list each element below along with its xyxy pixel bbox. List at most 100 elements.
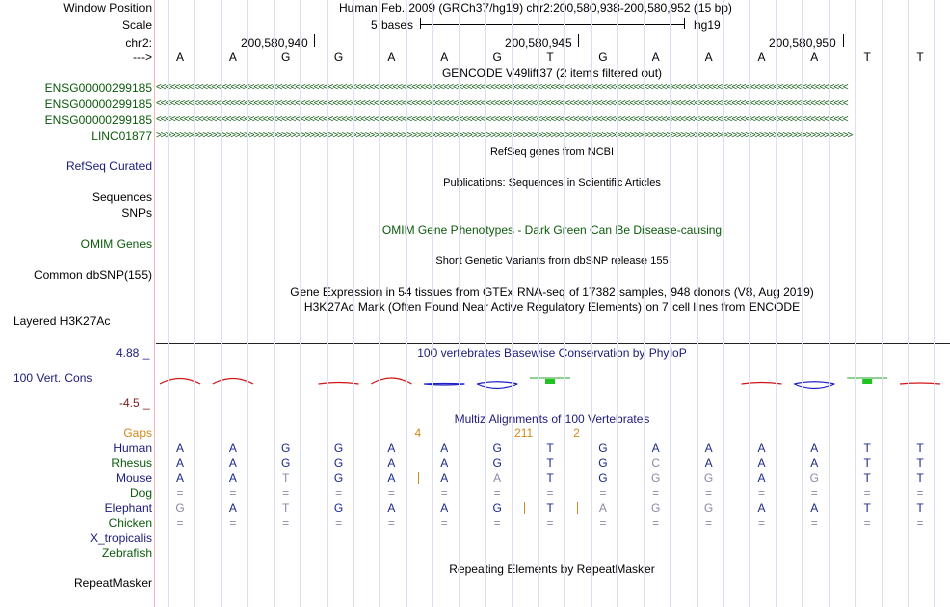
alignment-base: T <box>916 441 924 455</box>
species-label[interactable]: X_tropicalis <box>89 531 152 545</box>
phylop-score-mark <box>212 377 254 385</box>
sequence-base: A <box>651 50 660 64</box>
grid-line <box>591 0 592 607</box>
multiz-title: Multiz Alignments of 100 Vertebrates <box>454 412 650 426</box>
phylop-score-mark <box>741 381 782 385</box>
snps-label[interactable]: SNPs <box>121 206 152 220</box>
phylop-score-mark <box>159 377 201 385</box>
grid-line <box>459 0 460 607</box>
h3k27ac-label[interactable]: Layered H3K27Ac <box>13 314 111 328</box>
grid-line <box>882 0 883 607</box>
alignment-base: G <box>175 501 185 515</box>
scale-bar-end-tick <box>684 18 685 29</box>
publications-title: Publications: Sequences in Scientific Ar… <box>443 177 661 189</box>
gap-count: 4 <box>414 426 422 440</box>
alignment-base: A <box>440 456 449 470</box>
phylop-label[interactable]: 100 Vert. Cons <box>13 371 93 385</box>
phylop-score-mark <box>476 383 518 390</box>
scale-bar <box>420 24 684 25</box>
alignment-base: G <box>333 501 344 515</box>
alignment-base: T <box>282 471 290 485</box>
grid-line <box>274 0 275 607</box>
gene-strand-reverse-arrows[interactable]: <<<<<<<<<<<<<<<<<<<<<<<<<<<<<<<<<<<<<<<<… <box>156 83 849 93</box>
alignment-base: A <box>704 456 713 470</box>
alignment-base: A <box>493 471 502 485</box>
coord-tick <box>843 34 844 47</box>
alignment-base: T <box>546 471 554 485</box>
grid-line <box>697 0 698 607</box>
gene-track-label[interactable]: ENSG00000299185 <box>44 113 152 127</box>
alignment-base: T <box>282 501 290 515</box>
alignment-base: T <box>863 501 871 515</box>
alignment-base: = <box>229 486 237 500</box>
sequence-base: G <box>598 50 608 64</box>
phylop-score-mark <box>794 381 835 385</box>
coord-tick <box>314 34 315 47</box>
phylop-score-mark <box>371 377 412 385</box>
refseq-label[interactable]: RefSeq Curated <box>65 159 152 173</box>
species-label[interactable]: Rhesus <box>111 456 152 470</box>
gene-track-label[interactable]: ENSG00000299185 <box>44 97 152 111</box>
alignment-base: = <box>387 486 395 500</box>
chromosome-label: chr2: <box>125 36 152 50</box>
gap-count: 2 <box>573 426 580 440</box>
grid-line <box>934 0 935 607</box>
species-label[interactable]: Zebrafish <box>101 546 152 560</box>
gene-strand-reverse-arrows[interactable]: <<<<<<<<<<<<<<<<<<<<<<<<<<<<<<<<<<<<<<<<… <box>156 99 849 109</box>
alignment-base: G <box>598 456 608 470</box>
grid-line <box>432 0 433 607</box>
omim-label[interactable]: OMIM Genes <box>80 237 152 251</box>
sequence-base: A <box>757 50 766 64</box>
species-label[interactable]: Elephant <box>104 501 152 515</box>
grid-line <box>300 0 301 607</box>
window-position-value: Human Feb. 2009 (GRCh37/hg19) chr2:200,5… <box>339 1 732 15</box>
alignment-base: T <box>546 441 554 455</box>
gene-strand-reverse-arrows[interactable]: <<<<<<<<<<<<<<<<<<<<<<<<<<<<<<<<<<<<<<<<… <box>156 115 849 125</box>
gtex-title: Gene Expression in 54 tissues from GTEx … <box>290 285 814 299</box>
alignment-base: C <box>651 456 661 470</box>
alignment-base: A <box>440 441 449 455</box>
dbsnp-label[interactable]: Common dbSNP(155) <box>33 268 152 282</box>
sequences-label[interactable]: Sequences <box>91 190 152 204</box>
grid-line <box>802 0 803 607</box>
grid-line <box>327 0 328 607</box>
alignment-base: A <box>810 501 819 515</box>
repeatmasker-label[interactable]: RepeatMasker <box>73 576 152 590</box>
sequence-base: G <box>281 50 291 64</box>
gene-strand-forward-arrows[interactable]: >>>>>>>>>>>>>>>>>>>>>>>>>>>>>>>>>>>>>>>>… <box>156 131 853 141</box>
gene-track-label[interactable]: ENSG00000299185 <box>44 81 152 95</box>
assembly-label: hg19 <box>694 18 721 32</box>
grid-line <box>247 0 248 607</box>
sequence-base: A <box>228 50 237 64</box>
grid-line <box>829 0 830 607</box>
alignment-base: = <box>652 486 660 500</box>
alignment-base: G <box>598 471 608 485</box>
grid-line <box>776 0 777 607</box>
alignment-base: = <box>810 516 818 530</box>
phylop-title: 100 vertebrates Basewise Conservation by… <box>417 346 687 360</box>
species-label[interactable]: Chicken <box>108 516 152 530</box>
insertion-marker <box>417 472 419 484</box>
alignment-base: = <box>176 486 184 500</box>
grid-line <box>617 0 618 607</box>
alignment-base: T <box>863 441 871 455</box>
scale-bar-start-tick <box>420 18 421 29</box>
alignment-base: A <box>175 456 185 470</box>
grid-line <box>194 0 195 607</box>
alignment-base: A <box>387 456 396 470</box>
species-label[interactable]: Human <box>113 441 152 455</box>
grid-line <box>908 0 909 607</box>
alignment-base: T <box>546 501 554 515</box>
species-label[interactable]: Mouse <box>115 471 152 485</box>
alignment-base: A <box>810 456 819 470</box>
gene-track-label[interactable]: LINC01877 <box>91 129 152 143</box>
alignment-base: = <box>705 516 713 530</box>
species-label[interactable]: Dog <box>129 486 152 500</box>
gencode-title: GENCODE V49lift37 (2 items filtered out) <box>441 66 663 80</box>
alignment-base: = <box>546 486 554 500</box>
phylop-score-mark <box>794 383 835 390</box>
alignment-base: = <box>757 516 766 530</box>
sequence-base: T <box>916 50 924 64</box>
coord-tick <box>578 34 579 47</box>
